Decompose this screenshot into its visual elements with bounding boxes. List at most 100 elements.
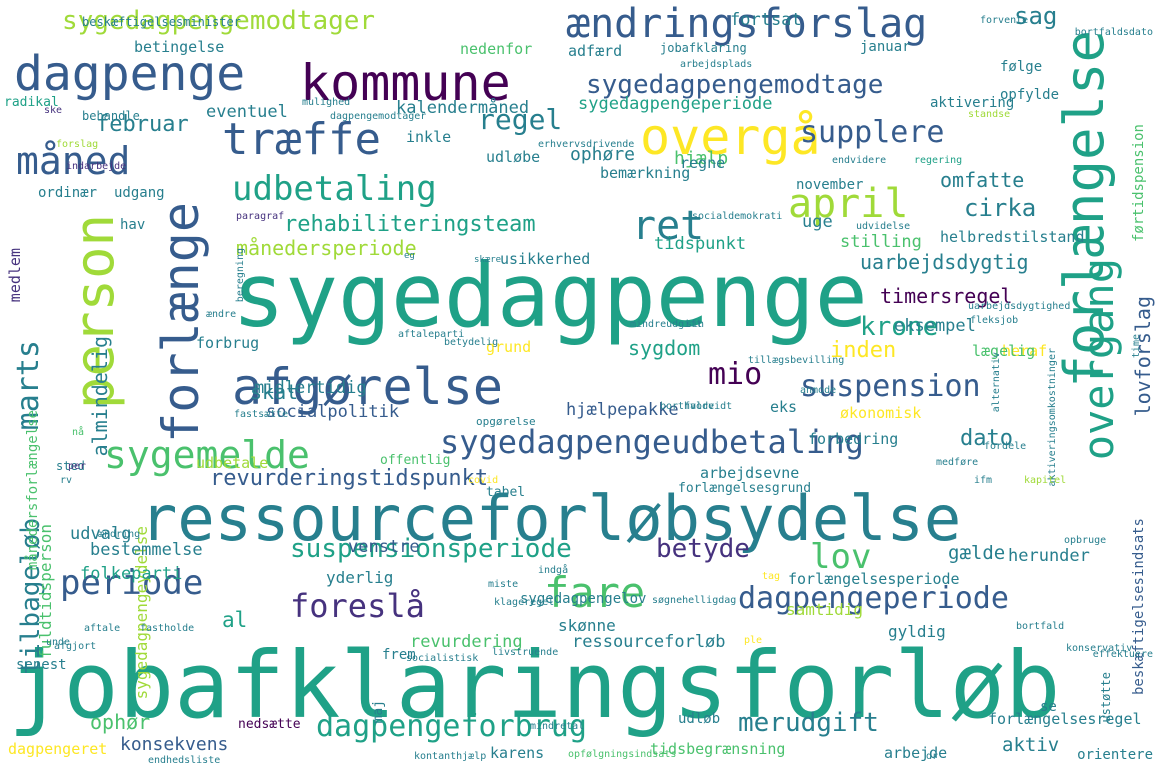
word-sygedagpengemodtager: sygedagpengemodtager xyxy=(62,6,376,36)
word-offentlig: offentlig xyxy=(380,453,451,468)
word-fleksjob: fleksjob xyxy=(970,315,1019,326)
word-ret: ret xyxy=(632,203,705,249)
word-medlem: medlem xyxy=(6,248,24,303)
word-økonomisk: økonomisk xyxy=(840,404,922,422)
word-sygedagpengemodtage: sygedagpengemodtage xyxy=(586,70,884,100)
word-forbedring: forbedring xyxy=(808,430,899,448)
word-bemærkning: bemærkning xyxy=(600,164,691,182)
word-supplere: supplere xyxy=(800,115,945,150)
word-anmode: anmode xyxy=(800,385,837,396)
word-periode: periode xyxy=(60,563,204,603)
word-forlængelsesgrund: forlængelsesgrund xyxy=(678,481,812,496)
word-sin: sin xyxy=(686,319,705,330)
word-medføre: medføre xyxy=(936,457,979,468)
word-karens: karens xyxy=(490,744,545,762)
word-almindelig: almindelig xyxy=(88,336,112,457)
word-hjælpepakke: hjælpepakke xyxy=(566,400,679,420)
word-midlertidig: midlertidig xyxy=(254,378,367,398)
word-konsekvens: konsekvens xyxy=(120,734,229,755)
word-søgnehelligdag: søgnehelligdag xyxy=(652,595,737,606)
word-covid: covid xyxy=(468,475,499,486)
word-regel: regel xyxy=(478,103,563,136)
word-inkle: inkle xyxy=(406,128,452,146)
word-dagpengeperiode: dagpengeperiode xyxy=(738,581,1009,616)
word-revurderingstidspunkt: revurderingstidspunkt xyxy=(210,466,489,491)
word-rv: rv xyxy=(60,475,73,486)
word-månedersperiode: månedersperiode xyxy=(236,236,417,260)
word-ifm: ifm xyxy=(974,475,993,486)
word-udbetaling: udbetaling xyxy=(232,169,437,209)
word-yderlig: yderlig xyxy=(326,568,394,587)
word-fordele: fordele xyxy=(984,441,1027,452)
word-opfylde: opfylde xyxy=(1000,87,1060,103)
word-unde: unde xyxy=(46,637,71,648)
word-arbejde: arbejde xyxy=(884,744,948,762)
word-eventuel: eventuel xyxy=(206,102,288,122)
word-time: time xyxy=(1131,334,1142,359)
word-ske: ske xyxy=(44,105,63,116)
word-sag: sag xyxy=(1014,2,1058,30)
word-forslag: forslag xyxy=(56,139,99,150)
word-dagpenge: dagpenge xyxy=(14,46,246,102)
word-beregning: beregning xyxy=(235,248,246,303)
word-eks: eks xyxy=(770,398,798,416)
word-aftale: aftale xyxy=(84,623,121,634)
word-månedersforlængelse: månedersforlængelse xyxy=(25,410,41,571)
word-uarbejdsdygtighed: uarbejdsdygtighed xyxy=(968,301,1071,312)
word-april: april xyxy=(788,181,909,227)
word-tag: tag xyxy=(762,571,781,582)
word-betyde: betyde xyxy=(656,534,750,564)
word-udløbe: udløbe xyxy=(486,148,541,166)
word-bortfald: bortfald xyxy=(1016,621,1065,632)
word-sygedagpengeudbetaling: sygedagpengeudbetaling xyxy=(440,423,864,461)
word-ophøre: ophøre xyxy=(570,144,636,165)
word-opbruge: opbruge xyxy=(1064,535,1107,546)
word-uge: uge xyxy=(802,212,833,232)
word-følge: følge xyxy=(1000,59,1043,75)
word-tidsbegrænsning: tidsbegrænsning xyxy=(650,740,786,758)
word-arbejdsevne: arbejdsevne xyxy=(700,464,800,482)
word-venstre: venstre xyxy=(348,537,420,557)
word-fastsætte: fastsætte xyxy=(234,409,289,420)
word-ressourceforløb: ressourceforløb xyxy=(572,632,726,652)
word-orientere: orientere xyxy=(1077,747,1153,763)
word-aktiveringsomkostninger: aktiveringsomkostninger xyxy=(1047,348,1058,487)
word-nedsætte: nedsætte xyxy=(238,717,301,732)
word-forvente: forvente xyxy=(980,15,1029,26)
word-mindretal: mindretal xyxy=(530,721,585,732)
word-bestemmelse: bestemmelse xyxy=(90,540,203,560)
word-nå: nå xyxy=(72,427,85,438)
word-dagpengeret: dagpengeret xyxy=(8,740,108,758)
word-merudgift: merudgift xyxy=(738,708,879,738)
word-dr: dr xyxy=(926,751,939,762)
word-måned: måned xyxy=(16,139,131,183)
word-nedenfor: nedenfor xyxy=(460,40,533,58)
word-forbrug: forbrug xyxy=(196,334,260,352)
word-dato: dato xyxy=(960,426,1013,451)
word-fastholde: fastholde xyxy=(140,623,195,634)
word-februar: februar xyxy=(96,112,189,137)
word-gælde: gælde xyxy=(948,542,1006,564)
word-ændring: ændring xyxy=(98,529,141,540)
word-forlængelsesperiode: forlængelsesperiode xyxy=(788,570,960,588)
word-alternativ: alternativ xyxy=(991,352,1002,413)
word-timersregel: timersregel xyxy=(880,284,1013,308)
word-ressourceforløbsydelse: ressourceforløbsydelse xyxy=(140,482,962,555)
word-kalendermåned: kalendermåned xyxy=(396,98,530,118)
word-adfærd: adfærd xyxy=(568,42,623,60)
word-heraf: heraf xyxy=(1002,342,1048,360)
word-dagpengeforbrug: dagpengeforbrug xyxy=(316,709,587,744)
word-al: al xyxy=(222,608,248,632)
word-radikal: radikal xyxy=(4,95,59,110)
word-mindreudgift: mindreudgift xyxy=(630,319,703,330)
word-folkeparti: folkeparti xyxy=(80,564,183,584)
word-ple: ple xyxy=(744,635,763,646)
word-forlængelse: forlængelse xyxy=(1053,30,1116,388)
word-sygedagpengelov: sygedagpengelov xyxy=(520,591,647,607)
word-opfølgningsindsats: opfølgningsindsats xyxy=(568,749,677,760)
word-regering: regering xyxy=(914,155,963,166)
word-bortfaldsdato: bortfaldsdato xyxy=(1074,27,1153,38)
word-aftaleparti: aftaleparti xyxy=(398,329,465,340)
word-forlængelsesregel: forlængelsesregel xyxy=(988,710,1142,728)
